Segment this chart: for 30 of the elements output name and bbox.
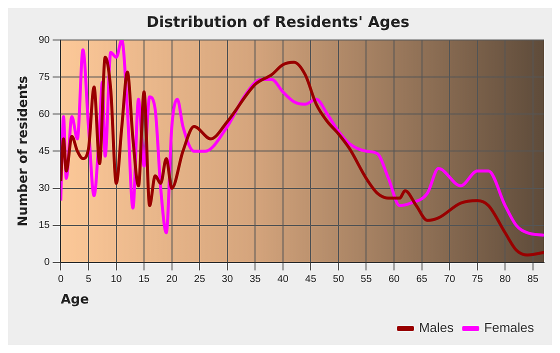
x-tick-label: 55 [360, 274, 372, 286]
x-tick-label: 20 [166, 274, 178, 286]
x-tick-label: 75 [472, 274, 484, 286]
x-tick-label: 60 [388, 274, 400, 286]
chart-title: Distribution of Residents' Ages [146, 12, 410, 31]
x-tick-label: 80 [500, 274, 512, 286]
x-tick-label: 25 [194, 274, 206, 286]
x-tick-label: 70 [444, 274, 456, 286]
x-tick-label: 10 [110, 274, 122, 286]
y-tick-label: 0 [44, 257, 50, 268]
x-axis-title: Age [60, 292, 90, 308]
legend-label: Females [484, 320, 534, 336]
x-tick-label: 40 [277, 274, 289, 286]
x-tick-label: 45 [305, 274, 317, 286]
x-tick-label: 30 [222, 274, 234, 286]
x-tick-label: 65 [416, 274, 428, 286]
y-axis-title: Number of residents [16, 76, 32, 227]
x-tick-label: 35 [250, 274, 262, 286]
x-tick-label: 50 [332, 274, 344, 286]
y-tick-label: 75 [38, 72, 50, 83]
y-tick-label: 30 [38, 183, 50, 194]
y-tick-label: 60 [38, 108, 50, 120]
y-tick-label: 90 [38, 34, 50, 46]
x-tick-label: 0 [58, 274, 64, 286]
x-tick-label: 15 [138, 274, 150, 286]
x-tick-label: 85 [527, 274, 539, 286]
y-tick-label: 45 [38, 146, 50, 157]
legend-label: Males [418, 320, 454, 336]
y-tick-label: 15 [38, 220, 50, 232]
x-tick-label: 5 [86, 274, 92, 286]
